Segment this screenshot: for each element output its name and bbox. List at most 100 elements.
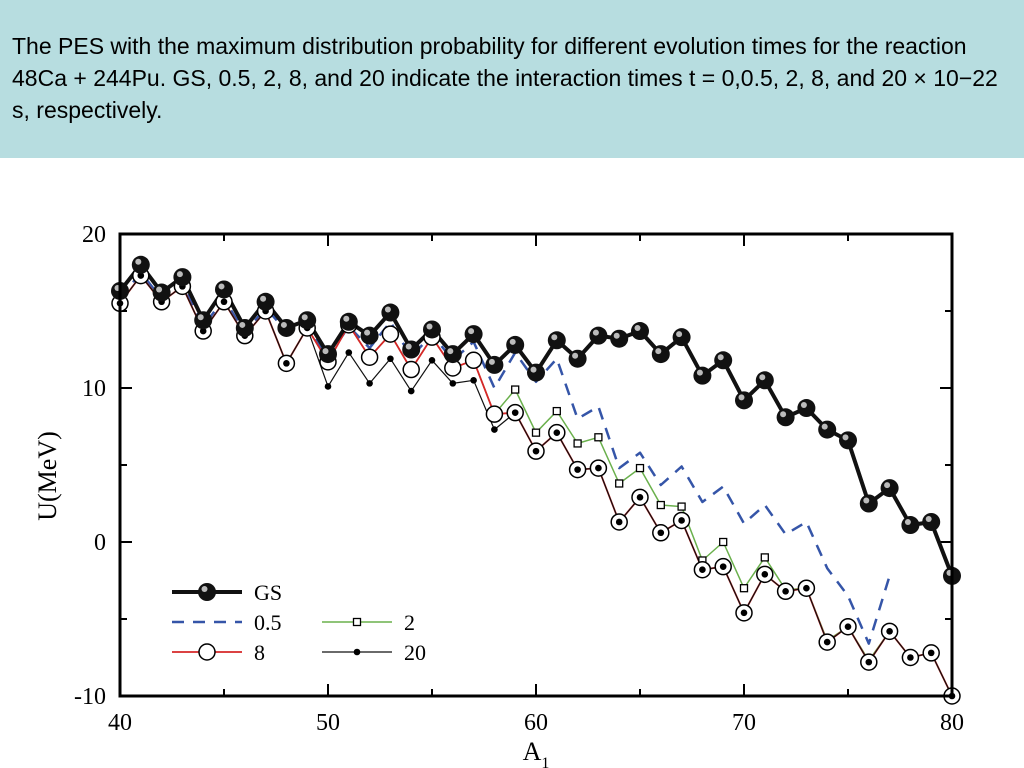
- series-20-point: [803, 584, 810, 592]
- gs-point: [859, 494, 878, 513]
- gs-point: [173, 268, 192, 287]
- gs-point: [693, 366, 712, 385]
- gs-point: [547, 331, 566, 350]
- legend-label: 2: [404, 610, 415, 635]
- gs-point: [672, 328, 691, 347]
- series-8-point: [402, 360, 420, 379]
- series-2-point: [552, 406, 561, 416]
- legend-item-0-5: 0.5: [172, 610, 282, 635]
- gs-point: [631, 322, 649, 341]
- series-20-point: [553, 429, 561, 436]
- legend-item-GS: GS: [172, 580, 282, 605]
- gs-point: [423, 320, 441, 339]
- gs-point: [922, 512, 941, 531]
- series-20-point: [678, 517, 685, 524]
- series-20-point: [345, 349, 353, 356]
- series-2-point: [760, 553, 769, 562]
- gs-point: [797, 399, 816, 418]
- series-20-point: [199, 327, 207, 335]
- gs-point: [839, 431, 857, 450]
- gs-point: [198, 583, 216, 601]
- y-tick-label: 0: [94, 530, 106, 556]
- y-tick-label: 20: [82, 222, 106, 248]
- legend-label: 8: [254, 640, 265, 665]
- series-20-point: [407, 387, 415, 395]
- series-2-point: [656, 500, 665, 510]
- series-20-point: [366, 380, 373, 387]
- series-20-point: [220, 298, 228, 306]
- legend: GS 0.5 2 8 20: [172, 580, 426, 665]
- series-20-point: [823, 638, 831, 646]
- gs-point: [298, 311, 317, 330]
- gs-point: [215, 280, 233, 299]
- series-20-point: [137, 272, 145, 279]
- x-tick-label: 70: [732, 710, 756, 736]
- series-20-point: [353, 648, 361, 656]
- series-20-point: [324, 383, 332, 390]
- gs-point: [485, 355, 504, 374]
- gs-point: [610, 329, 629, 348]
- series-line-GS: [118, 262, 954, 577]
- series-8-point: [485, 405, 504, 423]
- legend-label: 0.5: [254, 610, 282, 635]
- series-8-point: [198, 643, 216, 661]
- series-20-point: [470, 377, 477, 384]
- legend-item-8: 8: [172, 640, 265, 665]
- gs-point: [651, 345, 670, 364]
- gs-point: [568, 349, 587, 368]
- series-20-point: [886, 628, 893, 635]
- gs-point: [235, 318, 254, 337]
- series-20-point: [532, 447, 540, 455]
- caption-text: The PES with the maximum distribution pr…: [12, 33, 998, 123]
- x-tick-label: 80: [940, 710, 964, 736]
- series-2-point: [739, 584, 749, 593]
- series-20-point: [511, 409, 519, 416]
- gs-point: [776, 408, 795, 427]
- gs-point: [735, 391, 753, 410]
- gs-point: [360, 326, 379, 345]
- plot-frame: [118, 232, 954, 698]
- legend-label: GS: [254, 580, 282, 605]
- gs-point: [901, 516, 920, 535]
- legend-label: 20: [404, 640, 426, 665]
- series-2-point: [615, 479, 624, 488]
- series-2-point: [594, 433, 603, 442]
- series-2-point: [531, 428, 541, 437]
- x-axis-label: A1: [523, 737, 550, 768]
- x-tick-label: 60: [524, 710, 548, 736]
- series-line-0-5: [119, 271, 891, 645]
- series-20-point: [719, 563, 727, 570]
- y-tick-label: 10: [82, 376, 106, 402]
- series-20-point: [740, 609, 748, 617]
- chart: 40 50 60 70 80 -10 0 10 20 U(MeV) A1 GS 0.5 2 8 20: [33, 222, 964, 768]
- series-8-point: [381, 325, 400, 343]
- gs-point: [464, 325, 483, 344]
- gs-point: [402, 340, 421, 359]
- series-20-point: [907, 654, 914, 661]
- series-20-point: [636, 494, 644, 501]
- series-2-point: [677, 502, 686, 511]
- series-20-point: [615, 518, 623, 526]
- series-20-point: [283, 360, 290, 367]
- series-8-point: [360, 348, 379, 366]
- series-20-point: [865, 658, 873, 666]
- gs-point: [589, 326, 608, 345]
- series-20-point: [927, 649, 935, 657]
- series-2-point: [635, 463, 645, 473]
- legend-item-20: 20: [322, 640, 426, 665]
- x-tick-label: 50: [316, 710, 340, 736]
- series-2-point: [719, 537, 728, 547]
- series-20-point: [387, 355, 394, 363]
- series-20-point: [595, 464, 602, 472]
- series-20-point: [761, 571, 769, 578]
- gs-point: [152, 283, 171, 302]
- gs-point: [714, 351, 733, 370]
- x-tick-label: 40: [108, 710, 132, 736]
- gs-point: [319, 345, 337, 364]
- gs-point: [443, 345, 462, 364]
- gs-point: [506, 335, 525, 354]
- gs-point: [277, 318, 296, 337]
- series-2-point: [573, 439, 582, 448]
- series-8-point: [464, 351, 483, 370]
- series-20-point: [699, 566, 706, 574]
